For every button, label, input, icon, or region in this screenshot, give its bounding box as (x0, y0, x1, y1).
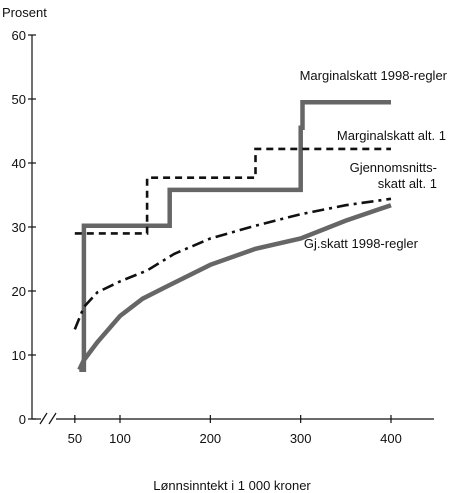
y-tick-label: 40 (12, 156, 26, 171)
y-tick-label: 10 (12, 348, 26, 363)
series-labels: Marginalskatt 1998-regler Marginalskatt a… (300, 68, 448, 251)
y-tick-label: 0 (19, 412, 26, 427)
series-label-line: Gjennomsnitts- (350, 160, 437, 175)
x-tick-label: 100 (109, 431, 131, 446)
x-tick-label: 400 (380, 431, 402, 446)
y-tick-label: 30 (12, 220, 26, 235)
series-group (73, 99, 392, 372)
axis-break-mark (39, 412, 48, 425)
x-axis-label: Lønnsinntekt i 1 000 kroner (153, 478, 311, 493)
x-tick-label: 300 (290, 431, 312, 446)
axis-break-mark (48, 412, 57, 425)
series-line-2 (74, 147, 391, 235)
x-tick-label: 50 (68, 431, 82, 446)
series-label-2: Marginalskatt alt. 1 (337, 128, 446, 143)
x-tick-label: 200 (199, 431, 221, 446)
y-tick-label: 20 (12, 284, 26, 299)
series-label-4: Gj.skatt 1998-regler (304, 236, 419, 251)
series-label-line: skatt alt. 1 (378, 176, 437, 191)
y-axis-label: Prosent (2, 5, 47, 20)
series-label-3: Gjennomsnitts-skatt alt. 1 (350, 160, 437, 191)
y-tick-label: 60 (12, 28, 26, 43)
axes: 0 10 20 30 40 50 60 50 100 200 300 400 (12, 28, 434, 446)
series-label-1: Marginalskatt 1998-regler (300, 68, 448, 83)
series-line-3 (73, 197, 392, 330)
series-line-4 (77, 203, 392, 371)
series-line-1 (79, 99, 391, 372)
y-tick-label: 50 (12, 92, 26, 107)
